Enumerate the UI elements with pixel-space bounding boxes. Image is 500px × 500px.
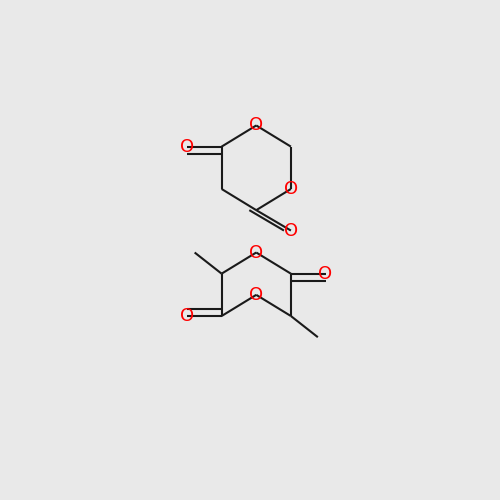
Text: O: O <box>284 222 298 240</box>
Text: O: O <box>284 180 298 198</box>
Text: O: O <box>180 138 194 156</box>
Text: O: O <box>249 116 264 134</box>
Text: O: O <box>249 244 264 262</box>
Text: O: O <box>180 307 194 325</box>
Text: O: O <box>249 286 264 304</box>
Text: O: O <box>318 264 332 282</box>
